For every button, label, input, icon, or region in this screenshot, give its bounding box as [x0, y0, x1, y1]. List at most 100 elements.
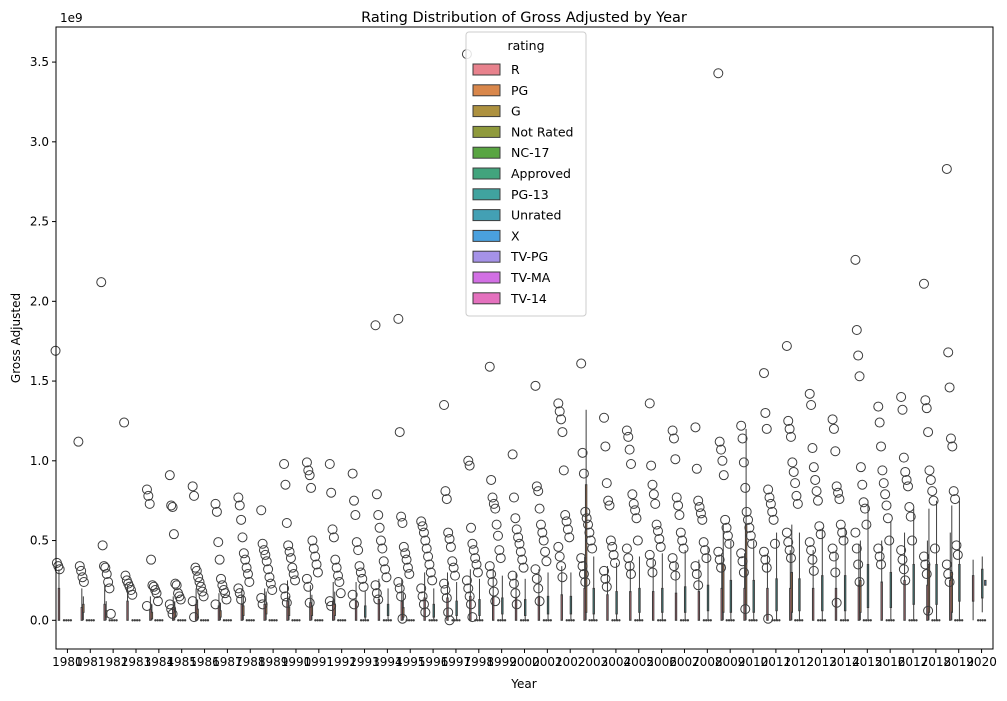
- outlier-point: [881, 500, 892, 511]
- outlier-point: [308, 543, 319, 554]
- outlier-point: [554, 551, 565, 562]
- box-2002: [560, 594, 563, 621]
- outlier-point: [326, 487, 337, 498]
- outlier-point: [721, 522, 732, 533]
- outlier-point: [668, 433, 679, 444]
- outlier-point: [625, 458, 636, 469]
- outlier-point: [445, 541, 456, 552]
- floor-point: [800, 619, 804, 622]
- box-1981: [82, 603, 85, 613]
- floor-point: [382, 619, 386, 622]
- outlier-point: [331, 562, 342, 573]
- outlier-point: [264, 572, 275, 583]
- outlier-point: [741, 506, 752, 517]
- outlier-point: [310, 551, 321, 562]
- outlier-point: [600, 573, 611, 584]
- floor-point: [366, 619, 370, 622]
- outlier-point: [784, 545, 795, 556]
- outlier-point: [214, 554, 225, 565]
- outlier-point: [151, 588, 162, 599]
- floor-point: [435, 619, 438, 622]
- outlier-point: [670, 570, 681, 581]
- outlier-point: [951, 540, 962, 551]
- outlier-point: [461, 575, 472, 586]
- outlier-point: [713, 68, 724, 79]
- floor-point: [364, 619, 367, 622]
- floor-point: [572, 619, 575, 622]
- floor-point: [910, 619, 914, 622]
- floor-point: [798, 619, 802, 622]
- outlier-point: [627, 489, 638, 500]
- outlier-point: [349, 495, 360, 506]
- outlier-point: [96, 277, 107, 288]
- outlier-point: [394, 583, 405, 594]
- outlier-point: [303, 581, 314, 592]
- floor-point: [931, 619, 934, 622]
- outlier-point: [97, 540, 108, 551]
- outlier-point: [141, 484, 152, 495]
- outlier-point: [855, 462, 866, 473]
- outlier-point: [877, 465, 888, 476]
- outlier-point: [427, 575, 438, 586]
- outlier-point: [920, 395, 931, 406]
- outlier-point: [394, 427, 405, 438]
- legend-label-PG-13: PG-13: [511, 187, 549, 202]
- outlier-point: [349, 599, 360, 610]
- legend-swatch-Unrated: [472, 209, 501, 222]
- outlier-point: [284, 546, 295, 557]
- outlier-point: [233, 492, 244, 503]
- outlier-point: [759, 368, 770, 379]
- floor-point: [250, 619, 253, 622]
- outlier-point: [267, 584, 278, 595]
- outlier-point: [898, 564, 909, 575]
- floor-point: [590, 619, 594, 622]
- outlier-point: [781, 340, 792, 351]
- outlier-point: [828, 423, 839, 434]
- outlier-point: [698, 537, 709, 548]
- outlier-point: [171, 580, 182, 591]
- outlier-point: [700, 545, 711, 556]
- floor-point: [275, 619, 278, 622]
- outlier-point: [144, 498, 155, 509]
- floor-point: [268, 619, 271, 622]
- box-2011: [775, 578, 778, 612]
- outlier-point: [530, 380, 541, 391]
- outlier-point: [466, 522, 477, 533]
- floor-point: [156, 619, 159, 622]
- outlier-point: [265, 578, 276, 589]
- floor-point: [656, 619, 660, 622]
- floor-point: [545, 619, 548, 622]
- floor-point: [679, 619, 683, 622]
- legend-swatch-X: [472, 229, 501, 242]
- legend-swatch-TV-14: [472, 292, 501, 305]
- floor-point: [821, 619, 824, 622]
- outlier-point: [402, 562, 413, 573]
- floor-point: [341, 619, 345, 622]
- outlier-point: [417, 521, 428, 532]
- floor-point: [430, 619, 434, 622]
- outlier-point: [440, 584, 451, 595]
- legend-swatch-TV-PG: [472, 250, 501, 263]
- outlier-point: [510, 513, 521, 524]
- floor-point: [206, 619, 210, 622]
- legend-swatch-Not Rated: [472, 125, 501, 138]
- x-tick-label: 1985: [166, 655, 197, 669]
- outlier-point: [353, 545, 364, 556]
- outlier-point: [164, 599, 175, 610]
- outlier-point: [736, 420, 747, 431]
- floor-point: [65, 619, 68, 622]
- outlier-point: [827, 543, 838, 554]
- outlier-point: [105, 608, 116, 619]
- outlier-point: [210, 498, 221, 509]
- outlier-point: [921, 569, 932, 580]
- legend-swatch-G: [472, 105, 501, 118]
- outlier-point: [830, 446, 841, 457]
- floor-point: [321, 619, 324, 622]
- floor-point: [892, 619, 895, 622]
- floor-point: [682, 619, 685, 622]
- floor-point: [62, 619, 66, 622]
- outlier-point: [420, 607, 431, 618]
- x-tick-label: 2018: [921, 655, 952, 669]
- box-2007: [683, 586, 687, 613]
- legend-box: [465, 31, 587, 317]
